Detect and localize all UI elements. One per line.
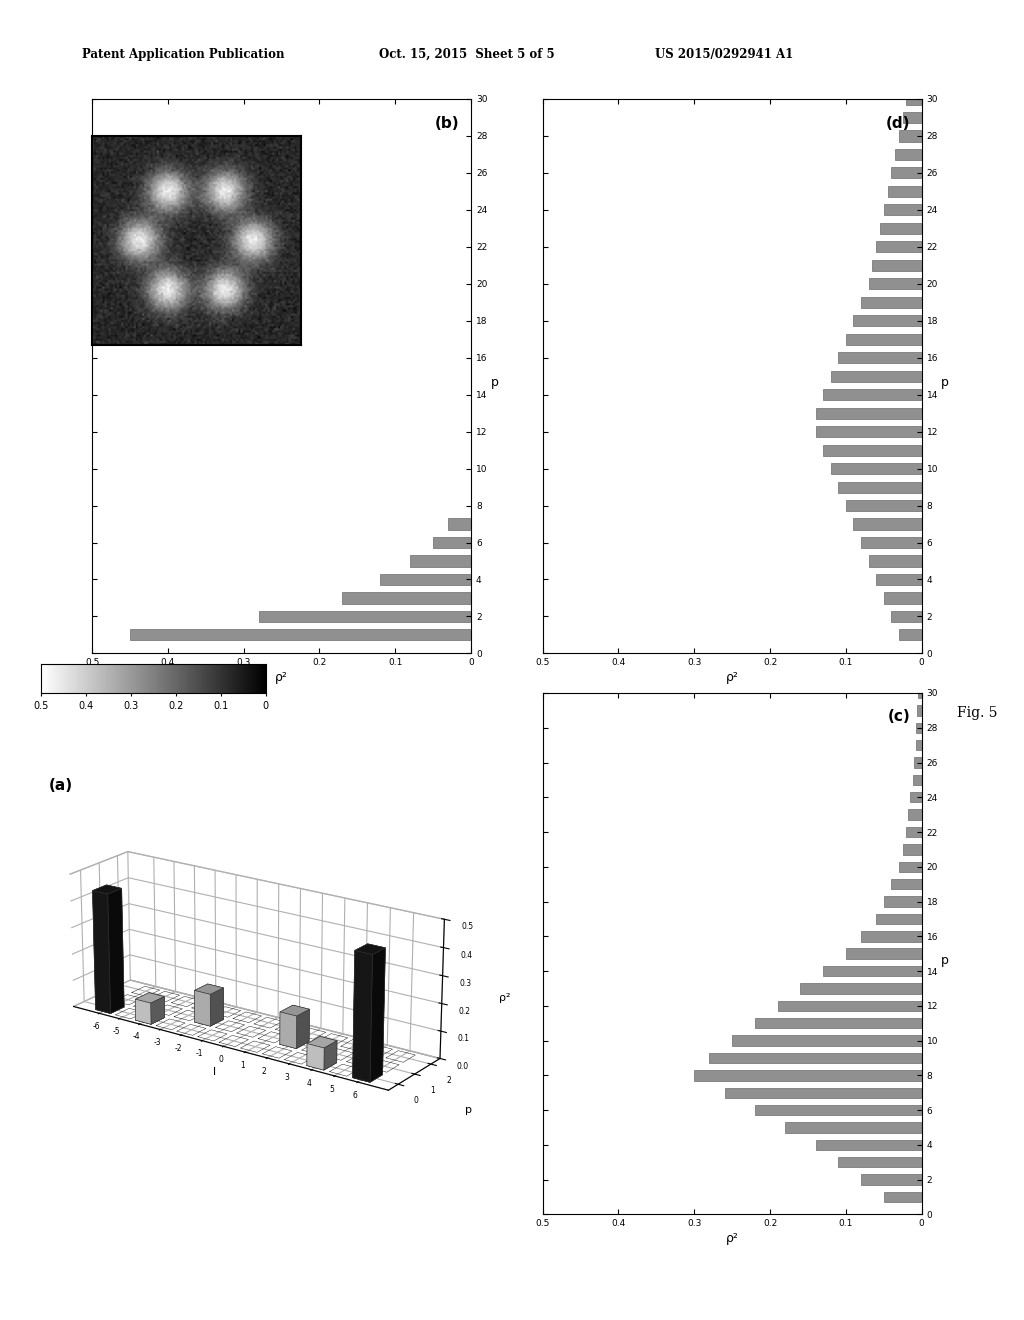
Bar (777, 1001, 922, 1011)
Bar (815, 1139, 922, 1150)
Bar (877, 242, 922, 252)
Bar (861, 297, 922, 308)
Bar (725, 1088, 922, 1098)
Bar (839, 482, 922, 492)
Bar (830, 463, 922, 474)
Y-axis label: p: p (490, 376, 499, 389)
Text: US 2015/0292941 A1: US 2015/0292941 A1 (655, 48, 794, 61)
Bar (861, 537, 922, 548)
X-axis label: l: l (213, 1067, 216, 1077)
Bar (884, 593, 922, 603)
Bar (815, 408, 922, 418)
Bar (888, 186, 922, 197)
Bar (916, 722, 922, 733)
Bar (891, 611, 922, 622)
Bar (853, 519, 922, 529)
Bar (823, 389, 922, 400)
Bar (732, 1035, 922, 1045)
Bar (908, 809, 922, 820)
Bar (259, 611, 471, 622)
Bar (910, 792, 922, 803)
Bar (801, 983, 922, 994)
Bar (872, 260, 922, 271)
Bar (915, 741, 922, 750)
Bar (884, 205, 922, 215)
X-axis label: ρ²: ρ² (275, 672, 288, 685)
Bar (694, 1071, 922, 1081)
Bar (785, 1122, 922, 1133)
Bar (884, 896, 922, 907)
Bar (918, 705, 922, 715)
Bar (449, 519, 471, 529)
Bar (846, 949, 922, 958)
Bar (380, 574, 471, 585)
Bar (877, 913, 922, 924)
Bar (861, 1175, 922, 1185)
Bar (899, 862, 922, 873)
Bar (433, 537, 471, 548)
Bar (918, 688, 922, 698)
Bar (839, 1158, 922, 1167)
Y-axis label: p: p (465, 1105, 472, 1115)
Bar (895, 149, 922, 160)
Bar (755, 1018, 922, 1028)
Text: (c): (c) (888, 709, 910, 723)
Bar (815, 426, 922, 437)
Bar (899, 131, 922, 141)
Bar (846, 500, 922, 511)
Bar (830, 371, 922, 381)
Bar (906, 94, 922, 104)
X-axis label: ρ²: ρ² (726, 1233, 738, 1246)
Bar (884, 1192, 922, 1203)
Bar (914, 758, 922, 768)
Bar (411, 556, 471, 566)
Text: (a): (a) (49, 777, 74, 793)
Y-axis label: p: p (941, 376, 949, 389)
Bar (846, 334, 922, 345)
Bar (903, 112, 922, 123)
Bar (755, 1105, 922, 1115)
Bar (130, 630, 471, 640)
Bar (868, 279, 922, 289)
Bar (861, 931, 922, 941)
Bar (891, 168, 922, 178)
Bar (899, 630, 922, 640)
Bar (868, 556, 922, 566)
Bar (906, 826, 922, 837)
Bar (823, 966, 922, 977)
X-axis label: ρ²: ρ² (726, 672, 738, 685)
Text: Oct. 15, 2015  Sheet 5 of 5: Oct. 15, 2015 Sheet 5 of 5 (379, 48, 555, 61)
Bar (839, 352, 922, 363)
Bar (342, 593, 471, 603)
Bar (823, 445, 922, 455)
Bar (877, 574, 922, 585)
Y-axis label: p: p (941, 953, 949, 966)
Bar (880, 223, 922, 234)
Bar (903, 845, 922, 854)
Text: Patent Application Publication: Patent Application Publication (82, 48, 285, 61)
Bar (853, 315, 922, 326)
Text: (d): (d) (886, 116, 910, 131)
Bar (710, 1053, 922, 1063)
Bar (891, 879, 922, 890)
Text: (b): (b) (435, 116, 460, 131)
Bar (912, 775, 922, 785)
Text: Fig. 5: Fig. 5 (957, 706, 998, 719)
